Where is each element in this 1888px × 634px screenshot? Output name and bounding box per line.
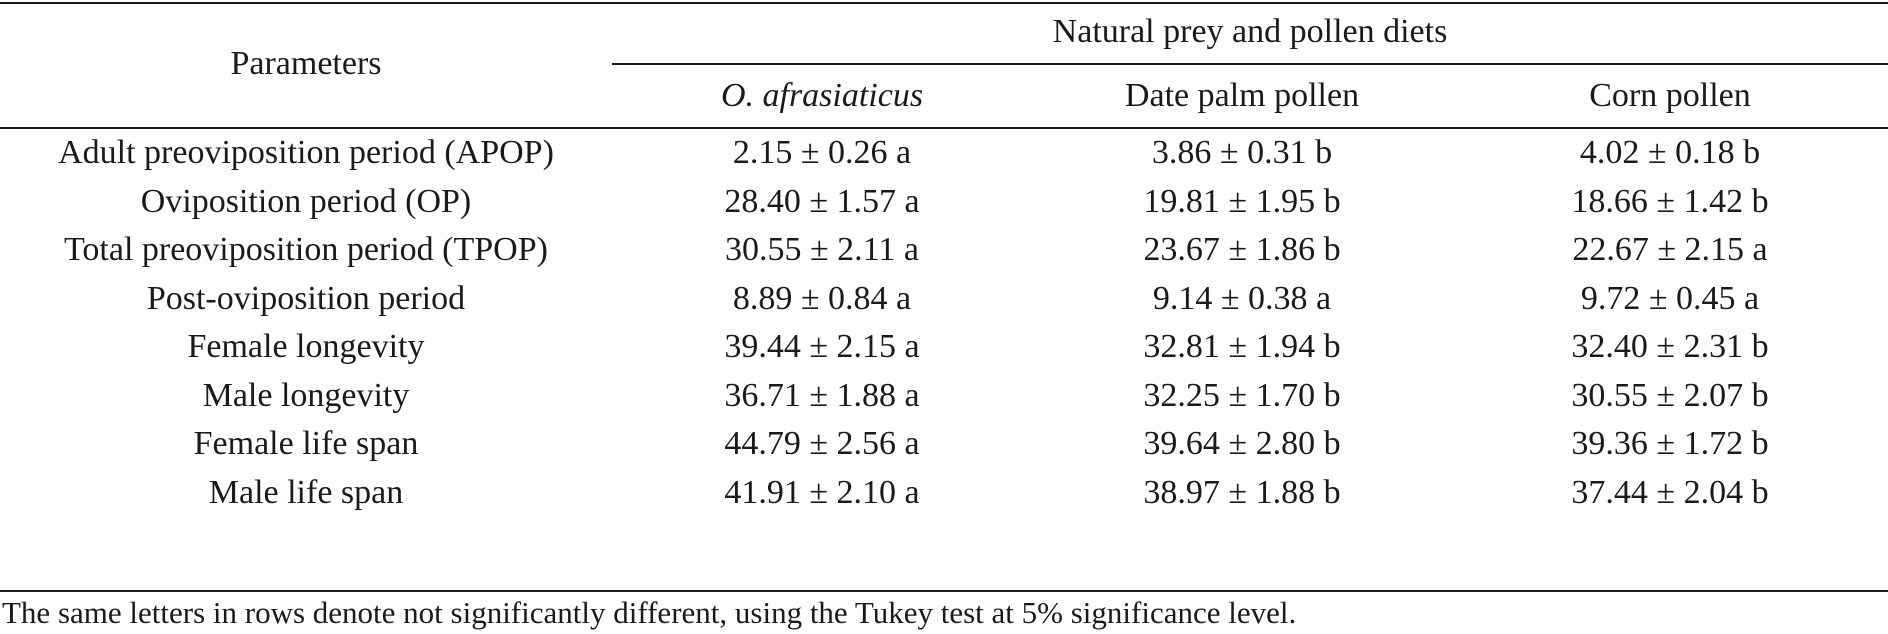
header-col-prey: O. afrasiaticus — [720, 77, 924, 114]
row-parameter-label: Female longevity — [187, 328, 425, 365]
header-col-corn: Corn pollen — [1589, 77, 1751, 114]
row-value-cell: 32.25 ± 1.70 b — [1143, 377, 1341, 414]
header-parameters: Parameters — [230, 45, 382, 82]
row-value-cell: 44.79 ± 2.56 a — [724, 425, 920, 462]
row-value-cell: 30.55 ± 2.11 a — [725, 231, 919, 268]
table-bottom-rule — [0, 590, 1888, 592]
row-value-cell: 36.71 ± 1.88 a — [724, 377, 920, 414]
row-value-cell: 30.55 ± 2.07 b — [1571, 377, 1769, 414]
row-parameter-label: Post-oviposition period — [146, 280, 466, 317]
row-value-cell: 9.14 ± 0.38 a — [1152, 280, 1332, 317]
row-value-cell: 23.67 ± 1.86 b — [1143, 231, 1341, 268]
row-value-cell: 32.81 ± 1.94 b — [1143, 328, 1341, 365]
header-col-date-palm: Date palm pollen — [1124, 77, 1360, 114]
row-parameter-label: Female life span — [193, 425, 419, 462]
row-parameter-label: Oviposition period (OP) — [140, 183, 472, 220]
row-value-cell: 37.44 ± 2.04 b — [1571, 474, 1769, 511]
row-value-cell: 18.66 ± 1.42 b — [1571, 183, 1769, 220]
row-value-cell: 39.64 ± 2.80 b — [1143, 425, 1341, 462]
row-parameter-label: Adult preoviposition period (APOP) — [58, 134, 554, 171]
row-value-cell: 39.36 ± 1.72 b — [1571, 425, 1769, 462]
row-value-cell: 39.44 ± 2.15 a — [724, 328, 920, 365]
table-top-rule — [0, 2, 1888, 4]
row-value-cell: 19.81 ± 1.95 b — [1143, 183, 1341, 220]
row-value-cell: 32.40 ± 2.31 b — [1571, 328, 1769, 365]
row-parameter-label: Male life span — [208, 474, 404, 511]
row-value-cell: 8.89 ± 0.84 a — [732, 280, 912, 317]
row-value-cell: 41.91 ± 2.10 a — [724, 474, 920, 511]
header-group-rule — [612, 63, 1888, 65]
table-footnote: The same letters in rows denote not sign… — [2, 595, 1297, 630]
header-bottom-rule — [0, 127, 1888, 129]
row-parameter-label: Total preoviposition period (TPOP) — [64, 231, 548, 268]
header-diet-group: Natural prey and pollen diets — [1052, 13, 1448, 50]
row-value-cell: 9.72 ± 0.45 a — [1580, 280, 1760, 317]
row-parameter-label: Male longevity — [202, 377, 410, 414]
row-value-cell: 4.02 ± 0.18 b — [1579, 134, 1761, 171]
row-value-cell: 28.40 ± 1.57 a — [724, 183, 920, 220]
row-value-cell: 38.97 ± 1.88 b — [1143, 474, 1341, 511]
row-value-cell: 2.15 ± 0.26 a — [732, 134, 912, 171]
row-value-cell: 22.67 ± 2.15 a — [1572, 231, 1768, 268]
row-value-cell: 3.86 ± 0.31 b — [1151, 134, 1333, 171]
